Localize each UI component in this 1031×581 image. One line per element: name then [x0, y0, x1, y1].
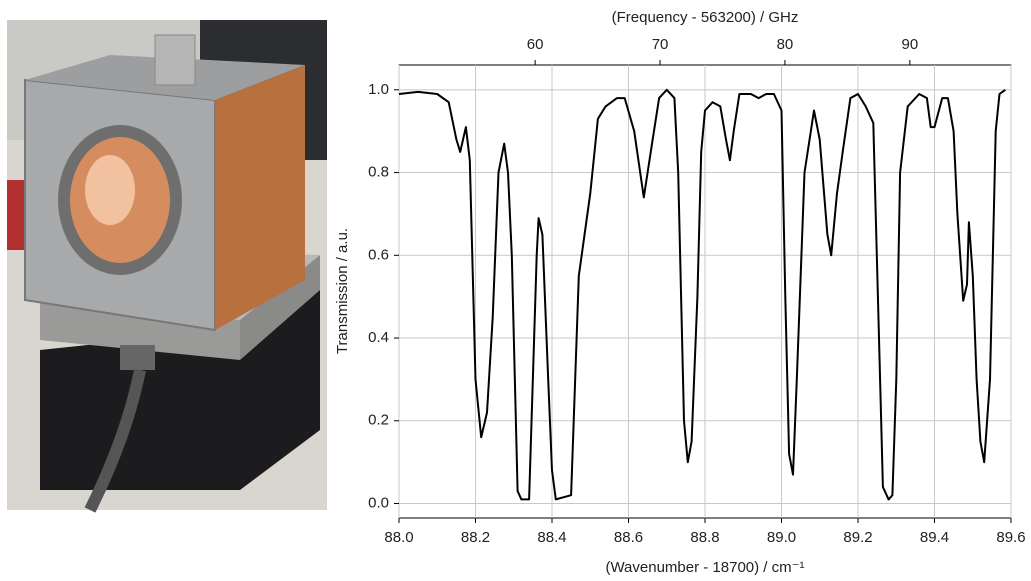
x-tick-label: 88.0: [384, 529, 413, 546]
y-tick-label: 1.0: [368, 81, 389, 98]
x-tick-label: 88.8: [690, 529, 719, 546]
x-tick-label: 89.2: [843, 529, 872, 546]
y-tick-label: 0.0: [368, 494, 389, 511]
photo: [7, 20, 327, 513]
x-tick-label: 88.6: [614, 529, 643, 546]
top-tick-label: 60: [527, 36, 544, 53]
x-tick-label: 89.4: [920, 529, 949, 546]
top-axis-title: (Frequency - 563200) / GHz: [612, 9, 799, 26]
x-tick-label: 88.2: [461, 529, 490, 546]
x-tick-label: 89.0: [767, 529, 796, 546]
x-tick-label: 88.4: [537, 529, 566, 546]
top-tick-label: 70: [652, 36, 669, 53]
y-tick-label: 0.2: [368, 412, 389, 429]
x-tick-label: 89.6: [996, 529, 1025, 546]
y-tick-label: 0.4: [368, 329, 389, 346]
y-tick-label: 0.8: [368, 164, 389, 181]
x-axis-title: (Wavenumber - 18700) / cm⁻¹: [605, 559, 804, 576]
data-line: [398, 88, 1006, 501]
y-axis-title: Transmission / a.u.: [334, 228, 351, 354]
top-tick-label: 80: [777, 36, 794, 53]
top-tick-label: 90: [901, 36, 918, 53]
y-tick-label: 0.6: [368, 246, 389, 263]
